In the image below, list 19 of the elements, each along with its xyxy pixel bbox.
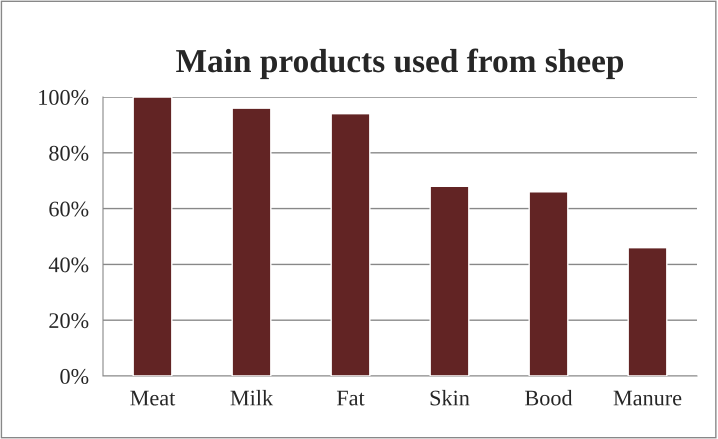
chart-title: Main products used from sheep [176,48,624,80]
y-tick-label: 0% [60,368,88,384]
y-tick-label: 60% [49,202,88,217]
y-tick-label: 80% [49,146,88,161]
x-tick-label: Manure [614,390,682,406]
x-tick-label: Bood [525,390,572,406]
bar [330,113,370,376]
y-tick-label: 40% [48,257,88,272]
bar [528,191,568,376]
x-tick-label: Fat [336,390,365,406]
bar [132,97,172,376]
bar [232,107,272,376]
y-tick-label: 20% [49,313,88,328]
x-tick-label: Skin [430,390,470,406]
bar [628,246,668,376]
x-tick-label: Milk [230,390,274,406]
bar [430,186,470,376]
y-tick-label: 100% [39,90,88,105]
x-tick-label: Meat [130,390,176,406]
